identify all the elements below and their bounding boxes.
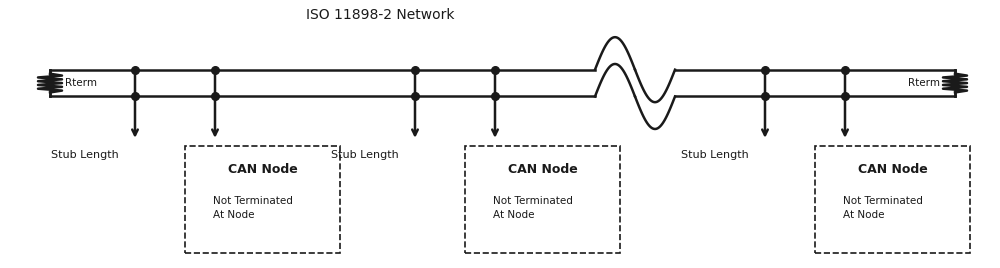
- Text: ISO 11898-2 Network: ISO 11898-2 Network: [306, 8, 454, 22]
- Text: Rterm: Rterm: [65, 78, 97, 88]
- Text: Not Terminated
At Node: Not Terminated At Node: [843, 196, 923, 220]
- Text: Not Terminated
At Node: Not Terminated At Node: [213, 196, 293, 220]
- Text: CAN Node: CAN Node: [508, 163, 577, 176]
- Text: CAN Node: CAN Node: [228, 163, 297, 176]
- Text: CAN Node: CAN Node: [858, 163, 927, 176]
- Text: Stub Length: Stub Length: [681, 150, 749, 161]
- Text: Rterm: Rterm: [908, 78, 940, 88]
- Text: Stub Length: Stub Length: [331, 150, 399, 161]
- Text: Stub Length: Stub Length: [51, 150, 119, 161]
- Text: Not Terminated
At Node: Not Terminated At Node: [493, 196, 573, 220]
